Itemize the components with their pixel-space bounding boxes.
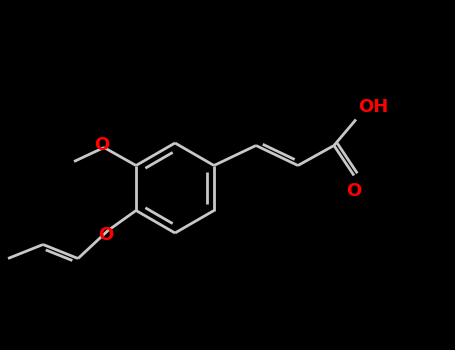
- Text: O: O: [346, 182, 362, 199]
- Text: O: O: [98, 225, 114, 244]
- Text: OH: OH: [358, 98, 388, 116]
- Text: O: O: [94, 136, 110, 154]
